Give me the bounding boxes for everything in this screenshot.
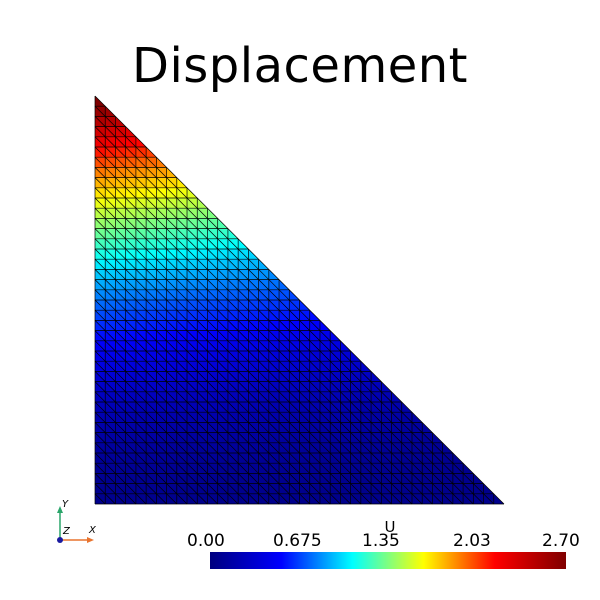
mesh-line-diagonal [94, 289, 310, 505]
colorbar-tick: 2.70 [542, 531, 580, 551]
axes-triad [57, 506, 94, 543]
mesh-line-diagonal [94, 156, 443, 505]
mesh-line-diagonal [94, 473, 126, 505]
mesh-line-diagonal [94, 187, 413, 505]
mesh-line-diagonal [94, 218, 382, 505]
z-axis-label: Z [63, 526, 70, 537]
colorbar-tick: 0.00 [187, 531, 225, 551]
mesh-cell [125, 126, 136, 137]
mesh-line-diagonal [94, 136, 464, 505]
mesh-line-diagonal [94, 340, 259, 505]
colorbar-title: U [384, 518, 396, 536]
mesh-line-diagonal [94, 299, 300, 505]
mesh-line-diagonal [94, 269, 331, 505]
mesh-line-diagonal [94, 422, 178, 505]
mesh-line-diagonal [94, 401, 198, 505]
mesh-line-diagonal [94, 248, 351, 505]
mesh-line-diagonal [94, 177, 423, 505]
mesh-line-diagonal [94, 371, 229, 505]
mesh-line-diagonal [94, 95, 505, 505]
mesh-line-diagonal [94, 167, 433, 505]
mesh-line-diagonal [94, 146, 454, 505]
mesh-line-diagonal [94, 330, 270, 505]
mesh-line-diagonal [94, 391, 208, 505]
mesh-line-diagonal [94, 320, 280, 505]
mesh-line-diagonal [94, 442, 157, 505]
x-axis-arrowhead [87, 537, 94, 543]
y-axis-arrowhead [57, 506, 63, 513]
mesh-line-diagonal [94, 483, 116, 505]
mesh-cell [115, 126, 126, 137]
mesh-line-diagonal [94, 207, 392, 505]
mesh-line-diagonal [94, 411, 188, 505]
mesh-line-diagonal [94, 126, 474, 505]
mesh-line-diagonal [94, 309, 290, 505]
mesh-cell [207, 249, 218, 260]
mesh-line-diagonal [94, 258, 341, 505]
mesh-grid-lines [94, 95, 505, 505]
mesh-line-diagonal [94, 381, 218, 505]
mesh-line-diagonal [94, 493, 106, 505]
x-axis-label: X [89, 525, 96, 536]
mesh-line-diagonal [94, 228, 372, 505]
colorbar-tick: 1.35 [362, 531, 400, 551]
mesh-line-diagonal [94, 452, 147, 505]
plot-title: Displacement [132, 38, 468, 94]
mesh-line-diagonal [94, 279, 321, 505]
mesh-line-diagonal [94, 197, 402, 505]
mesh-line-diagonal [94, 116, 484, 505]
mesh-line-diagonal [94, 462, 137, 505]
mesh-line-diagonal [94, 105, 495, 505]
mesh-line-diagonal [94, 432, 167, 505]
y-axis-label: Y [62, 499, 69, 510]
mesh-cell [156, 249, 167, 260]
colorbar-tick: 0.675 [273, 531, 322, 551]
mesh-line-diagonal [94, 360, 239, 505]
z-axis-dot [57, 537, 63, 543]
colorbar-tick: 2.03 [453, 531, 491, 551]
colorbar [210, 552, 566, 569]
mesh-line-diagonal [94, 238, 362, 505]
mesh-line-diagonal [94, 350, 249, 505]
